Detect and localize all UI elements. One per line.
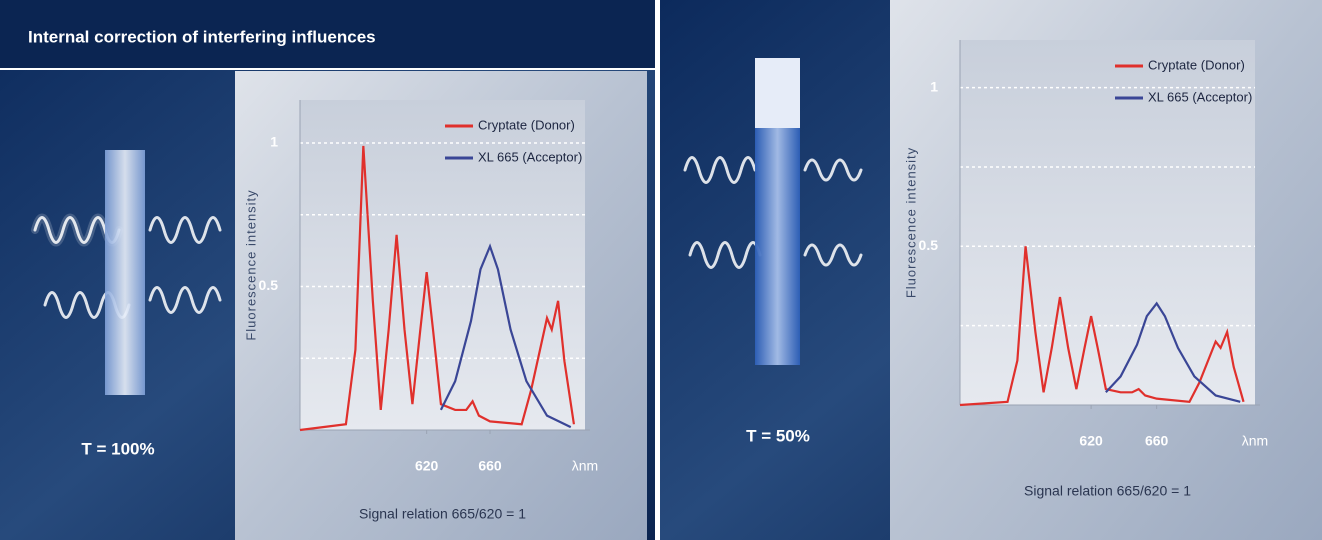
transmission-label: T = 100% — [81, 439, 154, 458]
caption: Signal relation 665/620 = 1 — [1024, 483, 1191, 499]
y-tick-label: 1 — [930, 78, 938, 94]
plot-area — [300, 100, 585, 430]
y-axis-label: Fluorescence intensity — [243, 189, 258, 340]
y-axis-label: Fluorescence intensity — [903, 147, 918, 298]
illustration — [31, 58, 863, 395]
x-tick-label: 620 — [1079, 433, 1103, 449]
series-line — [439, 243, 572, 429]
x-axis-label: λnm — [572, 458, 598, 474]
legend-label: Cryptate (Donor) — [478, 117, 575, 132]
header-bar — [0, 0, 655, 68]
legend-label: XL 665 (Acceptor) — [478, 149, 582, 164]
x-tick-label: 620 — [415, 458, 439, 474]
plot-area — [960, 40, 1255, 405]
legend-label: Cryptate (Donor) — [1148, 57, 1245, 72]
series-line — [959, 246, 1245, 407]
y-tick-label: 0.5 — [919, 237, 939, 253]
x-axis-label: λnm — [1242, 433, 1268, 449]
x-tick-label: 660 — [1145, 433, 1169, 449]
transmission-label: T = 50% — [746, 426, 810, 445]
legend-label: XL 665 (Acceptor) — [1148, 89, 1252, 104]
y-tick-label: 1 — [270, 134, 278, 150]
y-tick-label: 0.5 — [259, 277, 279, 293]
x-tick-label: 660 — [478, 458, 502, 474]
header-title: Internal correction of interfering influ… — [28, 27, 376, 46]
series-line — [1105, 301, 1241, 403]
caption: Signal relation 665/620 = 1 — [359, 506, 526, 522]
series-line — [299, 145, 576, 432]
